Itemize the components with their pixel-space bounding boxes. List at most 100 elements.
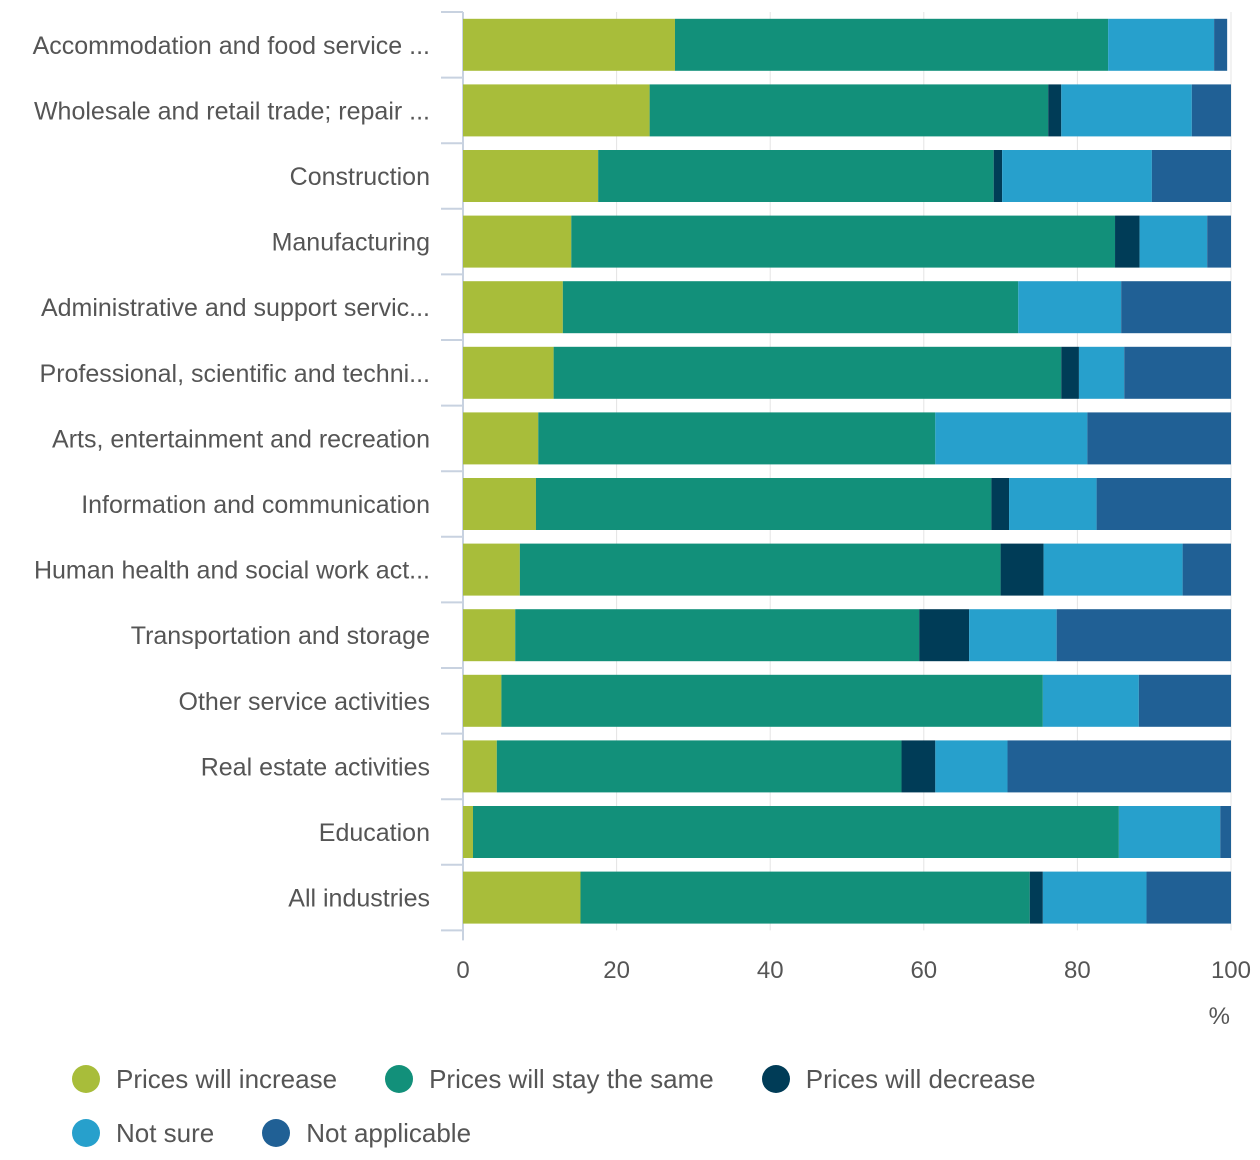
bar-segment: [1018, 281, 1122, 334]
bar-segment: [496, 740, 902, 793]
bar-segment: [649, 84, 1049, 137]
legend-label: Not applicable: [306, 1117, 472, 1148]
bar-segment: [463, 871, 581, 924]
legend-label: Prices will stay the same: [429, 1063, 714, 1094]
category-label: Construction: [290, 163, 430, 191]
bar-segment: [463, 674, 502, 727]
bar-segment: [463, 84, 650, 137]
legend-label: Prices will decrease: [805, 1063, 1036, 1094]
x-tick-label: 100: [1211, 957, 1251, 984]
bar-segment: [1042, 871, 1147, 924]
bar-segment: [1009, 478, 1097, 530]
bar-segment: [1087, 412, 1231, 465]
legend-marker: [262, 1119, 291, 1147]
bar-segment: [1029, 871, 1043, 924]
bar-segment: [674, 18, 1109, 71]
category-label: Wholesale and retail trade; repair ...: [34, 97, 430, 125]
bar-segment: [1121, 281, 1231, 334]
bar-segment: [538, 412, 936, 465]
category-label: Real estate activities: [201, 753, 430, 781]
bar-segment: [1146, 871, 1231, 924]
bar-segment: [501, 674, 1043, 727]
bar-segment: [463, 478, 536, 530]
bar-segment: [1108, 18, 1215, 71]
bar-segment: [1061, 84, 1192, 137]
legend-item: Prices will increase: [72, 1064, 337, 1095]
bar-segment: [1042, 674, 1139, 727]
bar-segment: [1056, 609, 1231, 662]
category-label: Transportation and storage: [131, 622, 430, 650]
legend-marker: [761, 1065, 790, 1093]
legend: Prices will increase Prices will stay the…: [72, 1052, 1222, 1160]
category-label: All industries: [288, 885, 430, 913]
legend-row: Prices will increase Prices will stay the…: [72, 1052, 1222, 1106]
bar-segment: [919, 609, 970, 662]
stacked-bar-chart: Accommodation and food service ... Wholes…: [33, 11, 1251, 1030]
bar-segment: [901, 740, 936, 793]
bar-segment: [1220, 806, 1231, 858]
legend-item: Not sure: [72, 1118, 214, 1149]
bar-segment: [1207, 215, 1231, 268]
legend-marker: [72, 1065, 100, 1093]
bar-segment: [463, 18, 675, 71]
x-tick-label: 0: [456, 957, 469, 984]
bar-segment: [1002, 150, 1152, 202]
bar-segment: [969, 609, 1057, 662]
x-tick-label: 60: [910, 957, 937, 984]
bar-segment: [463, 740, 497, 793]
bar-segment: [1096, 478, 1231, 530]
bar-segment: [1118, 806, 1221, 858]
x-axis-unit-label: %: [1209, 1003, 1230, 1030]
category-label: Professional, scientific and techni...: [40, 360, 430, 388]
legend-label: Prices will increase: [116, 1063, 338, 1094]
bar-segment: [1191, 84, 1231, 137]
legend-item: Not applicable: [262, 1118, 471, 1149]
bar-segment: [1078, 346, 1125, 399]
bar-segment: [993, 150, 1003, 202]
bar-segment: [1007, 740, 1231, 793]
legend-marker: [72, 1119, 100, 1147]
bar-segment: [463, 215, 572, 268]
bar-segment: [463, 806, 473, 858]
x-tick-label: 40: [757, 957, 784, 984]
bar-segment: [935, 412, 1088, 465]
bar-segment: [580, 871, 1030, 924]
bar-segment: [463, 346, 554, 399]
bar-segment: [472, 806, 1119, 858]
category-label: Administrative and support servic...: [41, 294, 430, 322]
bar-segment: [463, 281, 563, 334]
bar-segment: [1124, 346, 1231, 399]
bar-segment: [535, 478, 992, 530]
bar-segment: [1151, 150, 1231, 202]
bar-segment: [562, 281, 1019, 334]
bar-segment: [1061, 346, 1079, 399]
legend-marker: [385, 1065, 414, 1093]
category-label: Human health and social work act...: [34, 557, 430, 585]
category-label: Education: [319, 819, 430, 847]
legend-row: Not sure Not applicable: [72, 1106, 1222, 1160]
legend-item: Prices will decrease: [761, 1063, 1036, 1095]
bar-segment: [463, 609, 516, 662]
bar-segment: [1043, 543, 1183, 596]
category-label: Manufacturing: [272, 229, 430, 257]
legend-item: Prices will stay the same: [385, 1064, 714, 1095]
legend-label: Not sure: [116, 1117, 215, 1148]
bar-segment: [571, 215, 1116, 268]
bar-segment: [1182, 543, 1231, 596]
bar-segment: [598, 150, 994, 202]
chart: Accommodation and food service ... Wholes…: [33, 11, 1251, 1030]
bar-segment: [519, 543, 1001, 596]
x-tick-label: 20: [603, 957, 630, 984]
bar-segment: [1048, 84, 1062, 137]
bar-segment: [1138, 674, 1231, 727]
bar-segment: [463, 543, 520, 596]
bar-segment: [1139, 215, 1208, 268]
x-tick-label: 80: [1064, 957, 1091, 984]
category-label: Accommodation and food service ...: [33, 32, 430, 60]
bar-segment: [463, 150, 599, 202]
bar-segment: [1214, 18, 1228, 71]
bar-segment: [935, 740, 1008, 793]
bar-segment: [1115, 215, 1140, 268]
bar-segment: [463, 412, 539, 465]
category-label: Arts, entertainment and recreation: [52, 425, 430, 453]
